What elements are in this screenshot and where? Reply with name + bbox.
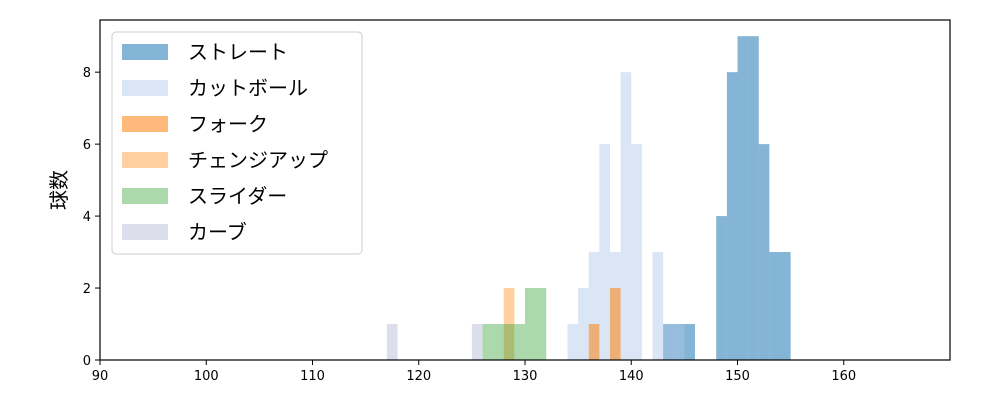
bar-0-1 [673,324,685,360]
bar-1-2 [588,252,600,360]
legend-label-3: チェンジアップ [188,148,328,172]
legend-swatch-1 [122,80,168,96]
bar-0-4 [726,72,738,360]
x-tick-label-1: 100 [194,369,219,384]
bar-0-0 [663,324,674,360]
bar-0-8 [769,252,780,360]
x-tick-label-4: 130 [513,369,538,384]
bar-4-1 [493,324,504,360]
bar-0-9 [780,252,791,360]
x-tick-label-3: 120 [406,369,431,384]
x-tick-label-7: 160 [831,369,856,384]
bar-5-1 [471,324,483,360]
legend-label-0: ストレート [188,40,288,64]
bar-0-2 [684,324,695,360]
bars-layer [386,36,791,360]
legend-swatch-4 [122,188,168,204]
bar-1-5 [620,72,632,360]
bar-3-0 [503,288,515,360]
bar-1-8 [663,324,674,360]
bar-0-5 [737,36,749,360]
y-tick-label-0: 0 [83,354,91,369]
y-tick-label-3: 6 [83,138,91,153]
legend-swatch-0 [122,44,168,60]
x-tick-label-5: 140 [619,369,644,384]
bar-4-2 [503,324,515,360]
bar-5-0 [386,324,398,360]
y-tick-label-1: 2 [83,282,91,297]
legend-swatch-5 [122,224,168,240]
legend-label-1: カットボール [188,76,308,100]
y-tick-label-4: 8 [83,66,91,81]
bar-4-4 [525,288,536,360]
bar-4-3 [514,324,525,360]
legend-swatch-3 [122,152,168,168]
legend-label-5: カーブ [188,220,247,244]
bar-1-6 [631,144,642,360]
bar-4-5 [535,288,547,360]
legend-label-4: スライダー [188,184,287,208]
legend-swatch-2 [122,116,168,132]
legend-label-2: フォーク [188,112,268,136]
bar-1-0 [567,324,579,360]
y-axis-title: 球数 [47,170,71,210]
x-tick-label-0: 90 [92,369,109,384]
bar-1-1 [578,288,589,360]
bar-4-0 [482,324,494,360]
bar-1-3 [599,144,610,360]
y-axis: 0 2 4 6 8 [83,66,100,369]
x-axis: 90 100 110 120 130 140 150 160 [92,360,856,384]
bar-0-7 [758,144,770,360]
bar-0-6 [748,36,759,360]
bar-1-9 [673,324,685,360]
x-tick-label-6: 150 [725,369,750,384]
bar-0-3 [716,216,727,360]
legend-frame [111,31,363,255]
bar-2-1 [610,288,621,360]
x-tick-label-2: 110 [300,369,325,384]
y-tick-label-2: 4 [83,210,91,225]
bar-2-0 [588,324,600,360]
bar-1-7 [652,252,664,360]
